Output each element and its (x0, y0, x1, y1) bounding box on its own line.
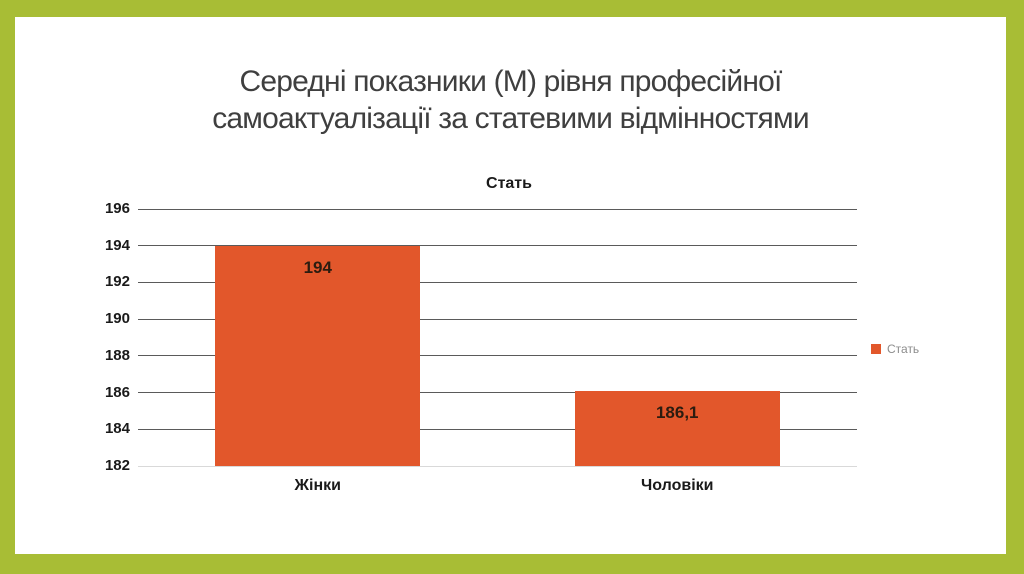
y-tick-label: 194 (104, 236, 130, 254)
legend-swatch-icon (871, 344, 881, 354)
gridline-y-196 (138, 208, 857, 210)
gridline-y-190 (138, 318, 857, 320)
bar-Жінки: 194 (215, 245, 421, 466)
gridline-y-186 (138, 392, 857, 394)
bar-value-label: 186,1 (655, 402, 699, 422)
y-tick-label: 196 (104, 200, 130, 217)
gridline-y-194 (138, 245, 857, 247)
x-category-label: Жінки (294, 477, 341, 494)
gridline-y-184 (138, 428, 857, 430)
y-tick-label: 192 (104, 273, 130, 291)
y-tick-label: 190 (104, 310, 130, 328)
bar-value-label: 194 (303, 257, 332, 277)
gridline-y-192 (138, 281, 857, 283)
gridline-y-182 (138, 465, 857, 467)
chart-title: Стать (486, 175, 532, 192)
y-tick-label: 186 (104, 383, 130, 401)
bar-Чоловіки: 186,1 (574, 390, 780, 466)
x-category-label: Чоловіки (641, 477, 714, 494)
y-tick-label: 188 (104, 346, 130, 364)
legend: Стать (871, 342, 919, 356)
slide-content: Середні показники (М) рівня професійної … (15, 17, 1006, 554)
legend-label: Стать (887, 342, 920, 356)
y-tick-label: 184 (104, 420, 130, 438)
gridline-y-188 (138, 355, 857, 357)
y-tick-label: 182 (104, 457, 130, 474)
slide-title: Середні показники (М) рівня професійної … (212, 65, 809, 135)
plot-area: 182 184 186 188 190 192 194 196 194 Жінки 186,1 Чол… (105, 200, 857, 494)
